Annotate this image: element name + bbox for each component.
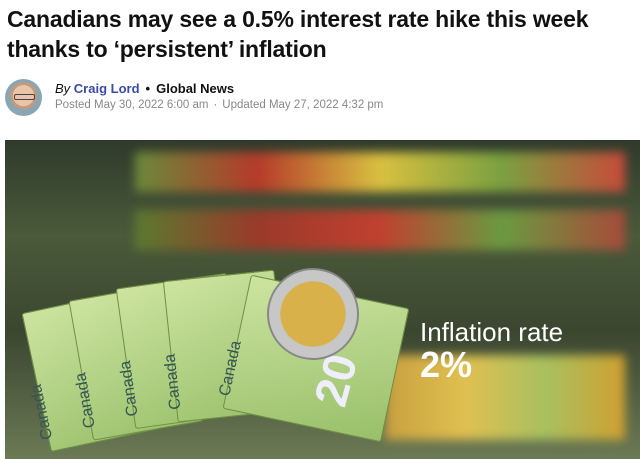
produce-shelf bbox=[385, 355, 625, 440]
posted-date: Posted May 30, 2022 6:00 am bbox=[55, 99, 209, 111]
produce-shelf bbox=[135, 152, 625, 192]
produce-shelf bbox=[135, 210, 625, 250]
byline-prefix: By bbox=[55, 81, 71, 96]
source-name: Global News bbox=[156, 81, 235, 96]
byline-separator: • bbox=[145, 81, 151, 96]
article-dates: Posted May 30, 2022 6:00 am · Updated May … bbox=[55, 99, 383, 111]
inflation-overlay: Inflation rate 2% bbox=[420, 318, 563, 384]
author-avatar[interactable] bbox=[5, 79, 42, 116]
article-title: Canadians may see a 0.5% interest rate h… bbox=[7, 6, 589, 62]
author-link[interactable]: Craig Lord bbox=[73, 81, 140, 96]
banknote-text: Canada bbox=[27, 382, 57, 442]
updated-date: Updated May 27, 2022 4:32 pm bbox=[222, 99, 384, 111]
overlay-value: 2% bbox=[420, 344, 473, 385]
avatar-glasses bbox=[14, 94, 35, 100]
overlay-label: Inflation rate bbox=[420, 317, 564, 347]
date-separator: · bbox=[213, 99, 218, 111]
hero-image[interactable]: Canada Canada Canada Canada Canada 20 In… bbox=[5, 140, 640, 459]
byline: By Craig Lord • Global News bbox=[55, 81, 234, 96]
